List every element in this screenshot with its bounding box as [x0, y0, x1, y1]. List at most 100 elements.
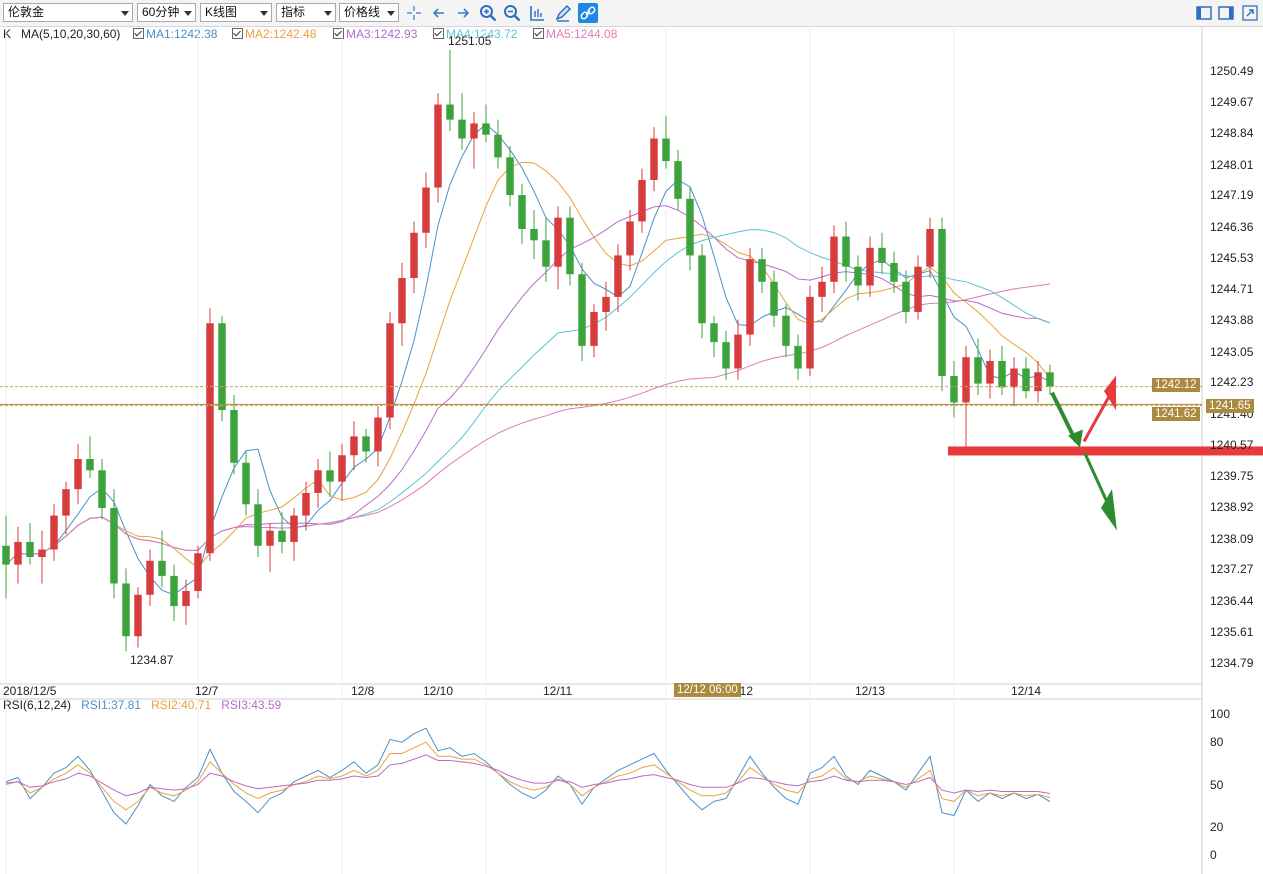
arrow-left-icon[interactable] [429, 3, 449, 23]
candle-body [806, 296, 814, 369]
rsi-tick-label: 20 [1210, 819, 1224, 834]
candle-body [554, 217, 562, 267]
ma1-legend[interactable]: MA1:1242.38 [133, 26, 217, 42]
measure-icon[interactable] [527, 3, 547, 23]
zoom-out-icon[interactable] [502, 3, 522, 23]
candle-body [674, 161, 682, 199]
crosshair-time-tag: 12/12 06:00 [674, 683, 741, 697]
candle-body [962, 357, 970, 403]
ma4-legend[interactable]: MA4:1243.72 [433, 26, 517, 42]
candle-body [950, 376, 958, 403]
candle-body [158, 560, 166, 576]
price-tick-label: 1250.49 [1210, 64, 1254, 78]
crosshair-icon[interactable] [404, 3, 424, 23]
instrument-select[interactable]: 伦敦金 [3, 3, 133, 22]
checkbox-icon[interactable] [232, 28, 243, 39]
chevron-down-icon [387, 11, 395, 16]
link-icon[interactable] [578, 3, 598, 23]
candle-body [1046, 372, 1054, 387]
rsi-tick-label: 80 [1210, 735, 1224, 750]
candle-body [866, 247, 874, 286]
candle-body [662, 138, 670, 162]
candle-body [290, 515, 298, 542]
candle-body [422, 187, 430, 233]
candle-body [494, 134, 502, 158]
price-tick-label: 1242.23 [1210, 375, 1254, 390]
candle-body [842, 236, 850, 267]
candle-body [698, 255, 706, 324]
ma3-legend[interactable]: MA3:1242.93 [333, 26, 417, 42]
checkbox-icon[interactable] [433, 28, 444, 39]
down-arrow-head [1068, 429, 1083, 448]
period-label: 60分钟 [142, 5, 180, 19]
low-price-label: 1234.87 [130, 653, 174, 668]
candle-body [146, 560, 154, 595]
ma2-legend[interactable]: MA2:1242.48 [232, 26, 316, 42]
candle-body [566, 217, 574, 275]
chevron-down-icon [184, 11, 192, 16]
rsi3-value: RSI3:43.59 [221, 698, 282, 712]
candle-body [230, 409, 238, 463]
candle-body [914, 266, 922, 312]
chevron-down-icon [260, 11, 268, 16]
candle-body [74, 459, 82, 490]
candlestick-chart[interactable] [0, 26, 1263, 874]
pencil-icon[interactable] [553, 3, 573, 23]
candle-body [794, 345, 802, 369]
candle-body [26, 541, 34, 558]
price-tick-label: 1237.27 [1210, 562, 1254, 577]
date-tick-label: 12/10 [423, 684, 454, 698]
candle-body [830, 236, 838, 282]
up-arrow-head [1104, 375, 1116, 411]
candle-body [86, 459, 94, 471]
rsi-tick-label: 0 [1210, 848, 1217, 862]
candle-body [218, 323, 226, 410]
rsi-line-rsi2 [5, 741, 1051, 811]
date-tick-label: 2018/12/5 [3, 684, 57, 698]
candle-body [182, 590, 190, 607]
price-tick-label: 1248.84 [1210, 126, 1254, 141]
breakdown-arrow-shaft [1083, 452, 1110, 505]
price-tick-label: 1236.44 [1210, 593, 1254, 608]
chart-type-select[interactable]: K线图 [200, 3, 272, 22]
toolbar: 伦敦金 60分钟 K线图 指标 价格线 [0, 0, 1263, 27]
candle-body [542, 240, 550, 267]
layout-right-icon[interactable] [1216, 3, 1236, 23]
expand-icon[interactable] [1240, 3, 1260, 23]
candle-body [314, 470, 322, 493]
checkbox-icon[interactable] [133, 28, 144, 39]
candle-body [722, 342, 730, 369]
ma-line [5, 283, 1051, 565]
layout-left-icon[interactable] [1194, 3, 1214, 23]
candle-body [506, 157, 514, 196]
arrow-right-icon[interactable] [453, 3, 473, 23]
candle-body [434, 104, 442, 188]
ma-line [5, 161, 1051, 569]
candle-body [386, 323, 394, 418]
candle-body [782, 315, 790, 346]
price-line-select[interactable]: 价格线 [339, 3, 399, 22]
price-tag: 1241.62 [1152, 407, 1200, 422]
date-tick-label: 12/13 [855, 684, 886, 698]
candle-body [338, 455, 346, 482]
price-tick-label: 1238.09 [1210, 531, 1254, 546]
price-tick-label: 1247.19 [1210, 188, 1254, 203]
price-tick-label: 1234.79 [1210, 656, 1254, 670]
candle-body [50, 515, 58, 550]
period-select[interactable]: 60分钟 [137, 3, 196, 22]
ma5-legend[interactable]: MA5:1244.08 [533, 26, 617, 42]
price-tag: 1241.65 [1206, 399, 1254, 414]
candle-body [1034, 372, 1042, 392]
candle-body [638, 179, 646, 222]
candle-body [626, 221, 634, 256]
checkbox-icon[interactable] [533, 28, 544, 39]
candle-body [98, 470, 106, 509]
indicator-select[interactable]: 指标 [276, 3, 336, 22]
checkbox-icon[interactable] [333, 28, 344, 39]
zoom-in-icon[interactable] [478, 3, 498, 23]
price-tick-label: 1243.05 [1210, 344, 1254, 359]
date-tick-label: 12/14 [1011, 684, 1042, 698]
candle-body [710, 323, 718, 343]
price-tick-label: 1238.92 [1210, 500, 1254, 515]
candle-body [374, 417, 382, 452]
